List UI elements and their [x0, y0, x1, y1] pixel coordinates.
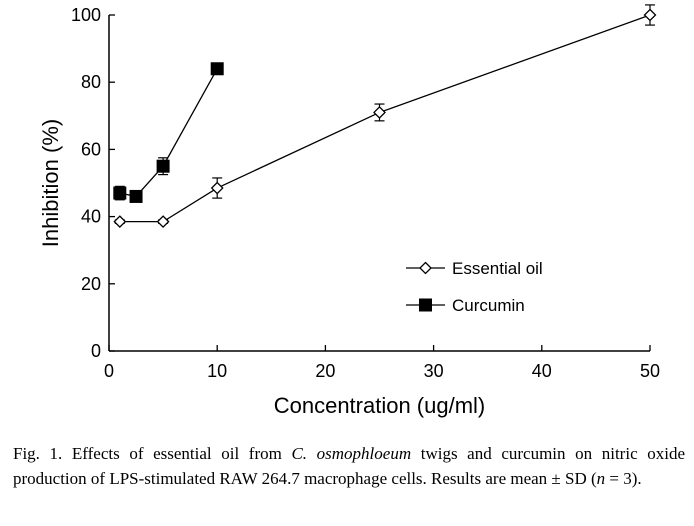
- curcumin-point: [210, 62, 224, 76]
- essential-oil-point: [373, 106, 386, 119]
- figure-caption: Fig. 1. Effects of essential oil from C.…: [13, 441, 685, 491]
- y-tick-label: 40: [81, 207, 101, 227]
- x-tick-label: 30: [424, 361, 444, 381]
- curcumin-point: [113, 186, 127, 200]
- y-tick-label: 80: [81, 72, 101, 92]
- curcumin-point: [129, 189, 143, 203]
- essential-oil-point: [156, 215, 170, 229]
- x-tick-label: 50: [640, 361, 660, 381]
- essential-oil-point: [113, 215, 127, 229]
- caption-species: C. osmophloeum: [291, 444, 412, 463]
- caption-suffix: = 3).: [605, 469, 642, 488]
- x-tick-label: 10: [207, 361, 227, 381]
- caption-prefix: Fig. 1. Effects of essential oil from: [13, 444, 292, 463]
- x-tick-label: 20: [315, 361, 335, 381]
- y-tick-label: 0: [91, 341, 101, 361]
- x-tick-label: 40: [532, 361, 552, 381]
- x-tick-label: 0: [104, 361, 114, 381]
- y-tick-label: 20: [81, 274, 101, 294]
- caption-middle: twigs and curcumin on nitric oxide produ…: [13, 444, 685, 488]
- legend-marker-curcumin: [419, 298, 432, 312]
- x-axis-title: Concentration (ug/ml): [274, 393, 486, 418]
- curcumin-line: [119, 68, 218, 198]
- y-tick-label: 60: [81, 139, 101, 159]
- y-axis-title: Inhibition (%): [38, 119, 63, 247]
- y-tick-label: 100: [71, 5, 101, 25]
- legend-marker-essential-oil: [419, 261, 432, 275]
- essential-oil-point: [210, 181, 224, 195]
- essential-oil-point: [643, 8, 657, 22]
- essential-oil-line: [119, 14, 651, 223]
- legend-label-curcumin: Curcumin: [452, 296, 525, 315]
- curcumin-point: [156, 159, 170, 173]
- caption-n-variable: n: [596, 469, 606, 488]
- legend-label-essential-oil: Essential oil: [452, 259, 543, 278]
